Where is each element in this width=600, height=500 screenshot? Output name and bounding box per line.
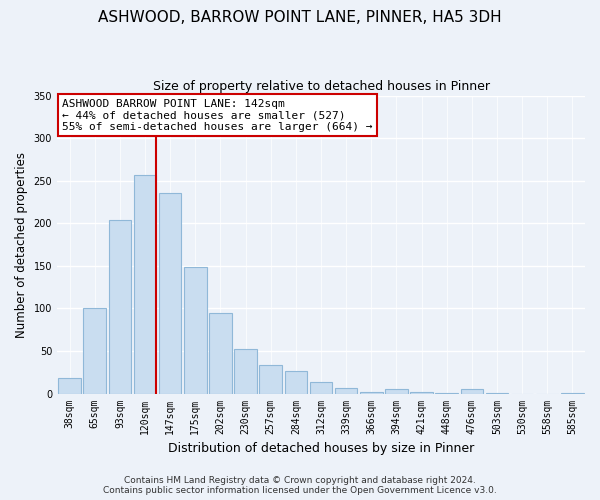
- Bar: [561, 392, 584, 394]
- Title: Size of property relative to detached houses in Pinner: Size of property relative to detached ho…: [152, 80, 490, 93]
- Bar: [134, 174, 157, 394]
- Bar: [58, 378, 81, 394]
- Bar: [259, 366, 282, 394]
- Bar: [436, 392, 458, 394]
- Bar: [335, 388, 358, 394]
- Bar: [410, 392, 433, 394]
- Bar: [109, 220, 131, 394]
- Bar: [385, 390, 408, 394]
- X-axis label: Distribution of detached houses by size in Pinner: Distribution of detached houses by size …: [168, 442, 474, 455]
- Text: Contains HM Land Registry data © Crown copyright and database right 2024.
Contai: Contains HM Land Registry data © Crown c…: [103, 476, 497, 495]
- Bar: [184, 266, 206, 394]
- Bar: [485, 392, 508, 394]
- Bar: [284, 372, 307, 394]
- Bar: [234, 350, 257, 394]
- Bar: [159, 192, 181, 394]
- Bar: [310, 382, 332, 394]
- Bar: [360, 392, 383, 394]
- Y-axis label: Number of detached properties: Number of detached properties: [15, 152, 28, 338]
- Bar: [83, 308, 106, 394]
- Bar: [461, 390, 483, 394]
- Text: ASHWOOD BARROW POINT LANE: 142sqm
← 44% of detached houses are smaller (527)
55%: ASHWOOD BARROW POINT LANE: 142sqm ← 44% …: [62, 98, 373, 132]
- Text: ASHWOOD, BARROW POINT LANE, PINNER, HA5 3DH: ASHWOOD, BARROW POINT LANE, PINNER, HA5 …: [98, 10, 502, 25]
- Bar: [209, 312, 232, 394]
